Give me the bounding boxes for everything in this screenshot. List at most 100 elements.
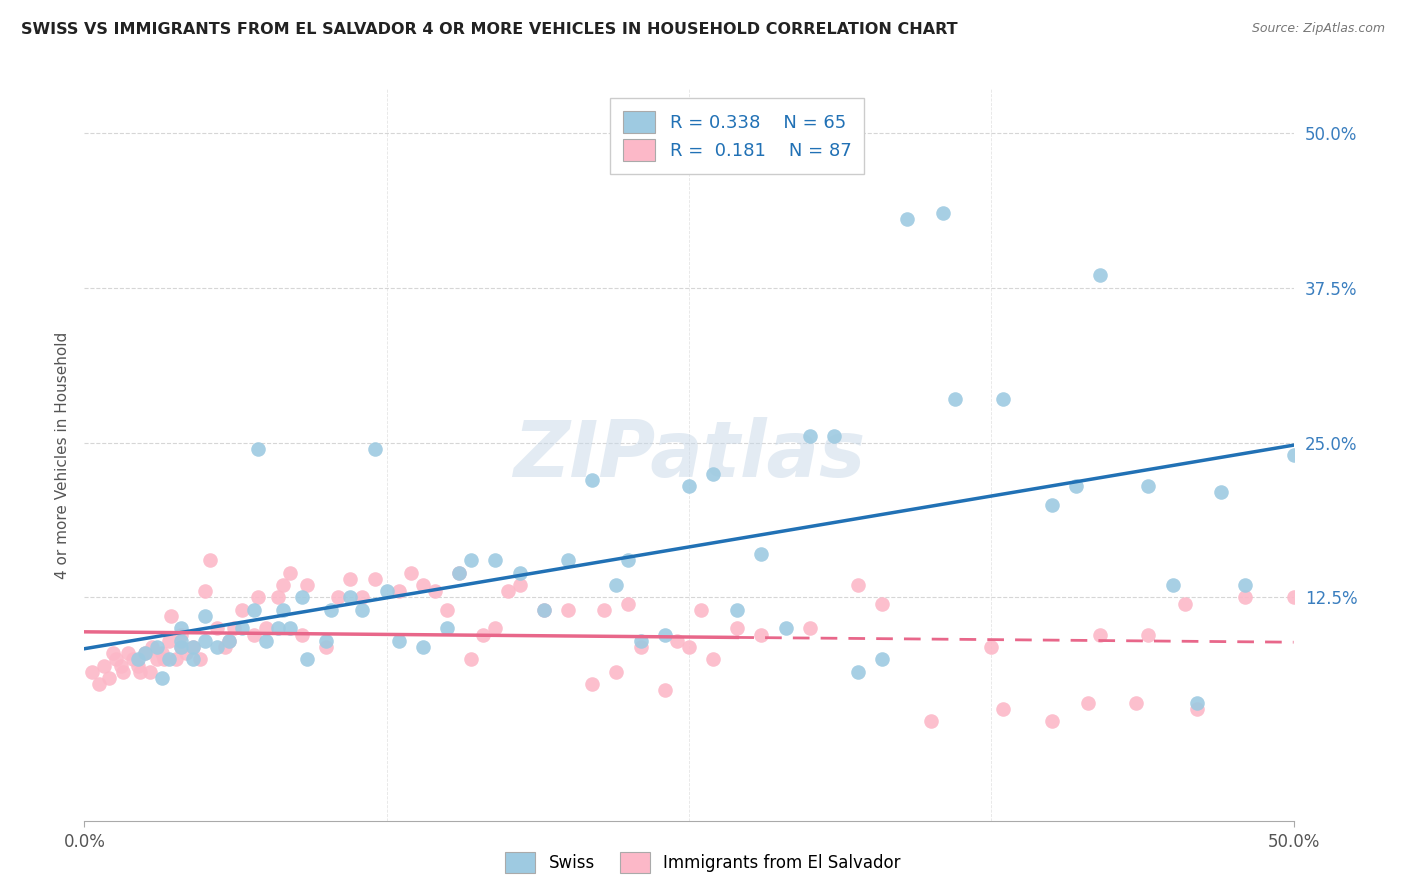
Point <box>110 658 132 673</box>
Point <box>665 633 688 648</box>
Point <box>436 603 458 617</box>
Point <box>339 572 361 586</box>
Point <box>751 628 773 642</box>
Point <box>690 603 713 617</box>
Point <box>846 665 869 679</box>
Point <box>224 622 246 636</box>
Point <box>80 665 103 679</box>
Legend: R = 0.338    N = 65, R =  0.181    N = 87: R = 0.338 N = 65, R = 0.181 N = 87 <box>610 98 865 174</box>
Point <box>134 646 156 660</box>
Point <box>93 658 115 673</box>
Point <box>509 578 531 592</box>
Point <box>141 640 163 654</box>
Point <box>157 652 180 666</box>
Point <box>363 442 385 456</box>
Point <box>242 628 264 642</box>
Point <box>993 702 1015 716</box>
Point <box>104 652 127 666</box>
Point <box>1125 696 1147 710</box>
Point <box>339 591 361 605</box>
Point <box>617 553 640 567</box>
Point <box>1234 578 1257 592</box>
Point <box>121 652 143 666</box>
Point <box>436 622 458 636</box>
Point <box>181 640 204 654</box>
Point <box>153 652 176 666</box>
Point <box>423 584 446 599</box>
Point <box>267 622 290 636</box>
Point <box>1088 628 1111 642</box>
Point <box>993 392 1015 406</box>
Point <box>1161 578 1184 592</box>
Point <box>160 609 183 624</box>
Point <box>484 622 506 636</box>
Point <box>129 665 152 679</box>
Point <box>412 640 434 654</box>
Point <box>799 622 821 636</box>
Point <box>150 671 173 685</box>
Point <box>127 652 149 666</box>
Point <box>170 633 193 648</box>
Point <box>557 603 579 617</box>
Point <box>315 640 337 654</box>
Point <box>1088 268 1111 282</box>
Point <box>375 584 398 599</box>
Point <box>134 646 156 660</box>
Point <box>291 628 314 642</box>
Legend: Swiss, Immigrants from El Salvador: Swiss, Immigrants from El Salvador <box>499 846 907 880</box>
Point <box>157 633 180 648</box>
Point <box>920 714 942 729</box>
Point <box>352 591 374 605</box>
Point <box>352 603 374 617</box>
Point <box>980 640 1002 654</box>
Point <box>218 633 240 648</box>
Point <box>751 547 773 561</box>
Point <box>242 603 264 617</box>
Point <box>170 640 193 654</box>
Point <box>295 652 318 666</box>
Point <box>170 640 193 654</box>
Point <box>278 566 301 580</box>
Point <box>799 429 821 443</box>
Point <box>271 603 294 617</box>
Point <box>181 640 204 654</box>
Point <box>605 578 627 592</box>
Point <box>170 622 193 636</box>
Point <box>1137 479 1160 493</box>
Point <box>823 429 845 443</box>
Point <box>460 553 482 567</box>
Point <box>181 652 204 666</box>
Point <box>412 578 434 592</box>
Point <box>1185 702 1208 716</box>
Point <box>218 633 240 648</box>
Point <box>654 628 676 642</box>
Point <box>896 212 918 227</box>
Point <box>1040 498 1063 512</box>
Point <box>247 591 270 605</box>
Point <box>932 206 955 220</box>
Point <box>1040 714 1063 729</box>
Point <box>267 591 290 605</box>
Point <box>460 652 482 666</box>
Point <box>127 658 149 673</box>
Point <box>725 603 748 617</box>
Point <box>678 479 700 493</box>
Y-axis label: 4 or more Vehicles in Household: 4 or more Vehicles in Household <box>55 331 70 579</box>
Point <box>509 566 531 580</box>
Point <box>146 640 169 654</box>
Point <box>702 652 724 666</box>
Point <box>388 633 411 648</box>
Point <box>231 603 253 617</box>
Point <box>328 591 350 605</box>
Point <box>1282 448 1305 462</box>
Point <box>617 597 640 611</box>
Point <box>194 633 217 648</box>
Point <box>138 665 160 679</box>
Point <box>278 622 301 636</box>
Point <box>146 652 169 666</box>
Point <box>271 578 294 592</box>
Point <box>630 633 652 648</box>
Point <box>630 640 652 654</box>
Point <box>775 622 797 636</box>
Point <box>198 553 221 567</box>
